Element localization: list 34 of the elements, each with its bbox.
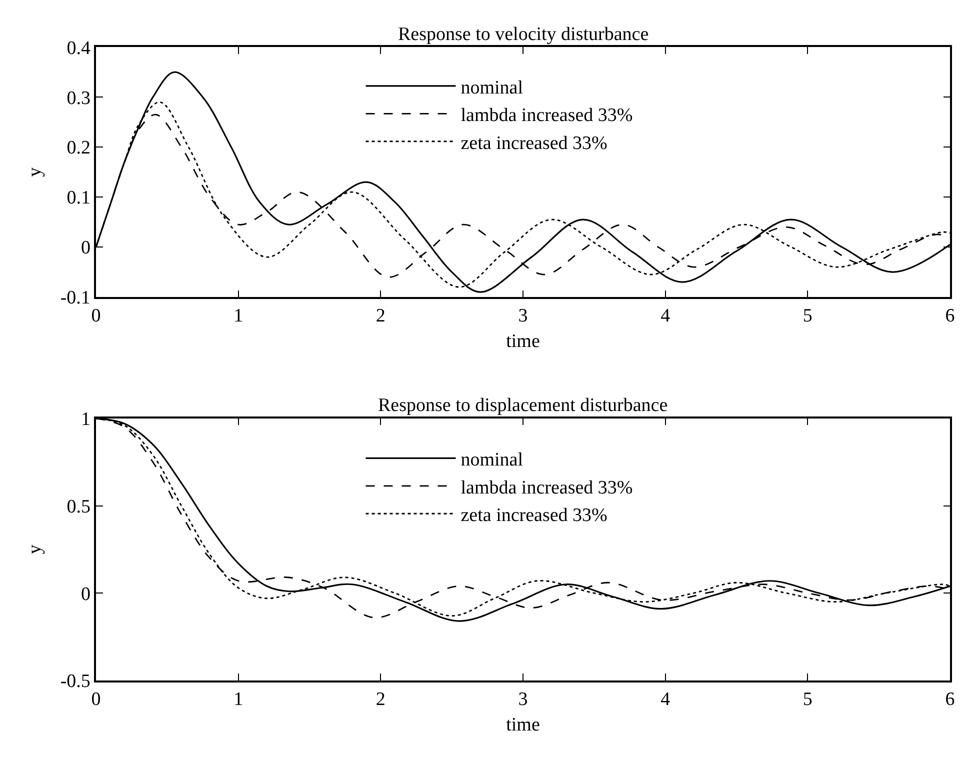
x-tick-label: 3	[518, 689, 528, 710]
y-tick-label: 0.5	[66, 496, 90, 518]
x-tick-label: 1	[234, 689, 244, 710]
x-tick-label: 5	[802, 689, 812, 710]
x-tick-label: 5	[802, 306, 812, 327]
x-tick-label: 1	[234, 306, 244, 327]
y-tick-label: 0	[80, 238, 90, 259]
chart-title: Response to displacement disturbance	[378, 395, 668, 416]
y-tick-label: 1	[80, 409, 90, 430]
legend-label: zeta increased 33%	[460, 132, 608, 154]
x-tick-label: 4	[660, 306, 671, 327]
y-axis-title: y	[24, 166, 46, 177]
legend-label: nominal	[460, 77, 524, 98]
x-tick-label: 6	[945, 689, 955, 710]
x-tick-label: 2	[376, 306, 386, 327]
legend-label: zeta increased 33%	[460, 505, 608, 526]
legend-label: nominal	[460, 450, 524, 471]
y-tick-label: -0.5	[60, 671, 90, 692]
legend-label: lambda increased 33%	[460, 105, 633, 126]
x-axis-title: time	[506, 330, 540, 352]
y-tick-label: 0.3	[66, 88, 90, 109]
y-tick-label: 0.4	[66, 38, 91, 59]
y-axis-title: y	[24, 544, 46, 554]
x-tick-label: 4	[660, 689, 671, 710]
y-tick-label: 0.1	[66, 188, 90, 209]
x-tick-label: 3	[518, 306, 528, 327]
x-tick-label: 6	[945, 306, 955, 327]
y-tick-label: -0.1	[60, 288, 90, 309]
y-tick-label: 0.2	[66, 138, 90, 159]
chart-title: Response to velocity disturbance	[398, 24, 649, 45]
x-axis-title: time	[506, 714, 540, 736]
legend-label: lambda increased 33%	[460, 477, 633, 498]
y-tick-label: 0	[80, 584, 90, 605]
x-tick-label: 2	[376, 689, 386, 710]
